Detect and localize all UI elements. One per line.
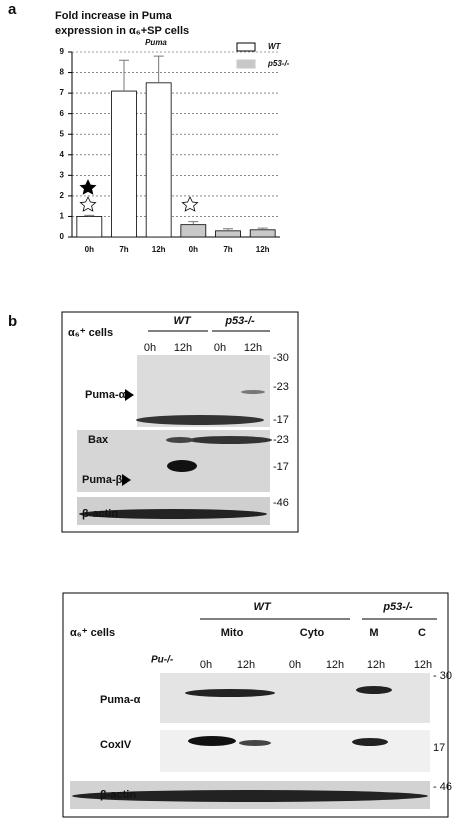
y-tick-label: 6 (60, 109, 65, 118)
marker: 17 (433, 742, 445, 754)
legend-swatch (236, 42, 256, 52)
row-label: Bax (88, 434, 109, 446)
subgroup: Cyto (300, 627, 325, 639)
row-label: CoxIV (100, 739, 132, 751)
x-tick-label: 0h (189, 245, 198, 254)
group: p53-/- (224, 315, 255, 327)
group: WT (253, 601, 271, 613)
y-tick-label: 4 (60, 150, 65, 159)
chart-title: Fold increase in Puma (55, 10, 173, 22)
blot-image (77, 355, 272, 525)
lane: 0h (214, 342, 226, 354)
error-bar (84, 214, 95, 217)
arrow (125, 389, 134, 401)
marker: -17 (273, 414, 289, 426)
y-tick-label: 1 (60, 212, 65, 221)
error-bar (188, 221, 199, 225)
control: Pu-/- (151, 655, 174, 666)
header: α₆⁺ cells (68, 327, 113, 339)
header: α₆⁺ cells (70, 627, 115, 639)
legend-label: p53-/- (267, 59, 290, 68)
legend-label: WT (268, 42, 282, 51)
bar (215, 230, 241, 238)
blot-frame (62, 592, 449, 818)
bar (76, 216, 103, 238)
bar (145, 82, 172, 238)
lane: 0h (144, 342, 156, 354)
marker: -46 (273, 497, 289, 509)
x-tick-label: 7h (119, 245, 128, 254)
row-label: β-actin (82, 508, 118, 520)
y-tick-label: 8 (60, 68, 65, 77)
lane: 12h (367, 659, 385, 671)
panel-label: b (8, 313, 17, 330)
bar (111, 90, 137, 238)
y-tick-label: 3 (60, 170, 65, 179)
marker: -30 (273, 352, 289, 364)
group: p53-/- (382, 601, 413, 613)
stars (79, 90, 199, 212)
y-tick-label: 2 (60, 191, 65, 200)
marker: - 46 (433, 781, 452, 793)
marker: -23 (273, 434, 289, 446)
group: WT (173, 315, 191, 327)
bar (249, 229, 276, 238)
row-label: Puma-α (85, 389, 126, 401)
error-bar (153, 55, 164, 83)
lane: 0h (200, 659, 212, 671)
subgroup: M (369, 627, 378, 639)
x-tick-label: 12h (256, 245, 270, 254)
lane: 12h (414, 659, 432, 671)
chart-title: expression in α₆+SP cells (55, 25, 189, 37)
blot-frame (61, 311, 299, 533)
marker: -17 (273, 461, 289, 473)
row-label: Puma-β (82, 474, 123, 486)
y-tick-label: 9 (60, 47, 65, 56)
y-tick-label: 5 (60, 129, 65, 138)
x-tick-label: 0h (85, 245, 94, 254)
row-label: β-actin (100, 789, 136, 801)
x-tick-label: 7h (223, 245, 232, 254)
lane: 12h (244, 342, 262, 354)
lane: 12h (174, 342, 192, 354)
x-tick-label: 12h (152, 245, 166, 254)
y-tick-label: 0 (60, 232, 65, 241)
marker: - 30 (433, 670, 452, 682)
marker: -23 (273, 381, 289, 393)
blot-image (70, 673, 430, 809)
legend-swatch (236, 59, 256, 69)
arrow (122, 474, 131, 486)
subgroup: C (418, 627, 426, 639)
annotation: Puma (145, 38, 167, 47)
row-label: Puma-α (100, 694, 141, 706)
bar (180, 224, 207, 238)
error-bar (119, 59, 129, 92)
subgroup: Mito (221, 627, 244, 639)
error-bar (223, 228, 233, 231)
error-bar (257, 227, 268, 230)
y-tick-label: 7 (60, 88, 65, 97)
lane: 0h (289, 659, 301, 671)
panel-label: a (8, 1, 17, 18)
lane: 12h (326, 659, 344, 671)
lane: 12h (237, 659, 255, 671)
